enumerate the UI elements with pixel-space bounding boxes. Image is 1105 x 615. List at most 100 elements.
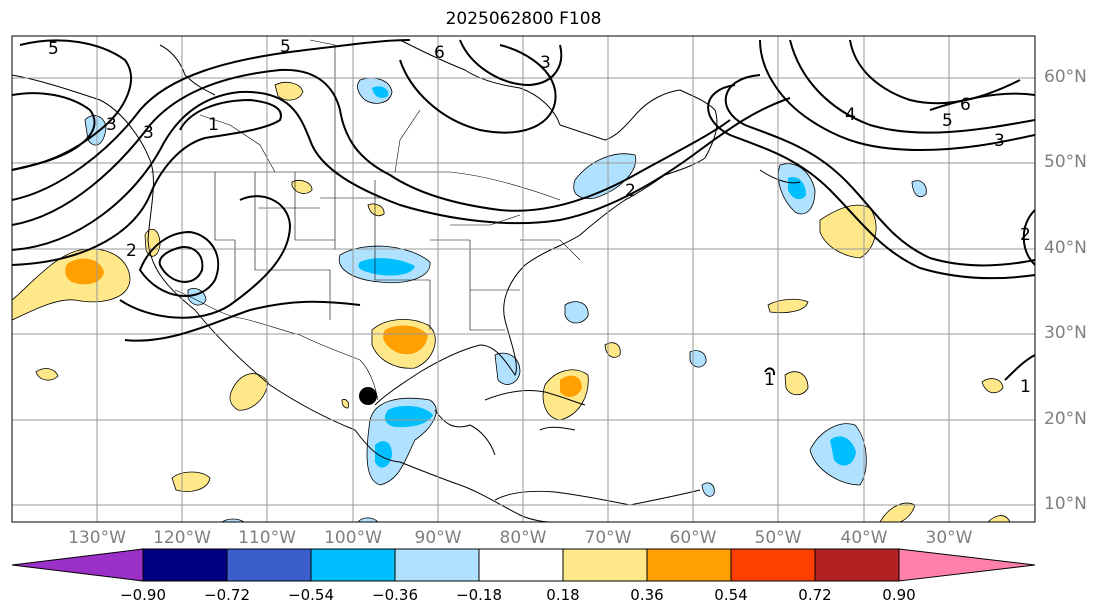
lon-label-60w: 60°W [669, 528, 717, 548]
contour-line [12, 90, 791, 251]
coastline [484, 389, 586, 406]
border [214, 172, 236, 300]
contour-label: 6 [434, 43, 445, 63]
colorbar-segment [814, 548, 900, 582]
fill-patch [701, 482, 715, 497]
contour-line [764, 367, 776, 376]
lon-label-50w: 50°W [754, 528, 802, 548]
lat-label-60n: 60°N [1044, 67, 1087, 87]
contour-label: 3 [994, 131, 1005, 151]
colorbar-segment [898, 548, 1036, 582]
fill-patch [383, 325, 428, 355]
colorbar-tick-label: −0.18 [456, 586, 502, 604]
lon-label-80w: 80°W [499, 528, 547, 548]
contour-line [724, 74, 1035, 267]
contour-line [459, 39, 563, 87]
fill-patch [367, 203, 385, 217]
border [254, 172, 331, 320]
colorbar-segment [478, 548, 564, 582]
contour-line [124, 300, 361, 342]
coastline [159, 44, 216, 96]
colorbar-tick-label: 0.18 [546, 586, 580, 604]
contour-label: 1 [764, 370, 775, 390]
coastline [399, 39, 561, 126]
fill-patch [384, 405, 433, 428]
fill-patch [494, 352, 521, 385]
border [520, 239, 581, 261]
colorbar-tick-label: 0.54 [714, 586, 748, 604]
fill-patch [65, 258, 104, 285]
contour-label-layer: 5 5 6 3 1 3 2 2 3 6 5 3 4 2 1 1 [48, 37, 1031, 397]
colorbar-tick-label: 0.90 [882, 586, 916, 604]
border [309, 39, 336, 172]
contour-line [12, 98, 282, 266]
border [450, 214, 521, 226]
fill-patch [564, 301, 589, 324]
lon-label-120w: 120°W [153, 528, 211, 548]
contour-label: 4 [845, 105, 856, 125]
fill-patch [784, 371, 809, 396]
lon-label-130w: 130°W [68, 528, 126, 548]
colorbar-tick-label: −0.72 [204, 586, 250, 604]
border [394, 109, 421, 173]
contour-layer [12, 39, 1035, 381]
contour-label: 2 [126, 241, 137, 261]
fill-patch [604, 342, 621, 358]
lon-label-40w: 40°W [840, 528, 888, 548]
fill-patch [372, 86, 389, 98]
contour-label: 2 [625, 181, 636, 201]
border-layer [150, 39, 581, 401]
lat-label-10n: 10°N [1044, 494, 1087, 514]
lat-label-30n: 30°N [1044, 323, 1087, 343]
contour-line [789, 39, 1035, 134]
contour-line [849, 39, 1021, 105]
fill-patch [35, 368, 59, 381]
fill-patch [689, 350, 707, 368]
map-title: 2025062800 F108 [445, 9, 602, 29]
contour-label: 3 [540, 53, 551, 73]
contour-line [399, 44, 557, 134]
gridlines [12, 36, 1035, 522]
contour-label: 5 [942, 111, 953, 131]
coastline [559, 89, 718, 159]
contour-label: 2 [1020, 225, 1031, 245]
contour-label: 1 [1020, 377, 1031, 397]
colorbar-tick-label: −0.36 [372, 586, 418, 604]
colorbar-segment [394, 548, 480, 582]
border [469, 290, 505, 331]
lon-label-90w: 90°W [414, 528, 462, 548]
contour-label: 6 [960, 95, 971, 115]
colorbar-segment [646, 548, 732, 582]
fill-patch [144, 228, 161, 257]
contour-line [138, 230, 220, 297]
contour-line [759, 39, 1035, 152]
colorbar-segment [226, 548, 312, 582]
colorbar-tick-label: −0.90 [120, 586, 166, 604]
fill-patch [830, 436, 856, 466]
lon-label-100w: 100°W [324, 528, 382, 548]
fill-patch [274, 81, 304, 101]
contour-line [158, 246, 204, 283]
border [294, 172, 335, 241]
contour-label: 3 [106, 115, 117, 135]
lon-label-110w: 110°W [238, 528, 296, 548]
storm-center-dot [359, 387, 377, 405]
colorbar-segment [562, 548, 648, 582]
border [374, 180, 431, 330]
fill-patch [229, 373, 269, 411]
lon-label-70w: 70°W [584, 528, 632, 548]
colorbar-segment [730, 548, 816, 582]
fill-patch [358, 258, 415, 276]
lat-label-20n: 20°N [1044, 409, 1087, 429]
anomaly-fill-layer [12, 36, 1011, 522]
contour-line [12, 39, 411, 201]
fill-patch [341, 399, 349, 409]
contour-line [12, 92, 96, 171]
fill-patch [375, 441, 392, 468]
contour-label: 1 [208, 115, 219, 135]
colorbar-segment [142, 548, 228, 582]
contour-line [119, 195, 292, 319]
colorbar-segment [310, 548, 396, 582]
contour-label: 5 [280, 37, 291, 57]
